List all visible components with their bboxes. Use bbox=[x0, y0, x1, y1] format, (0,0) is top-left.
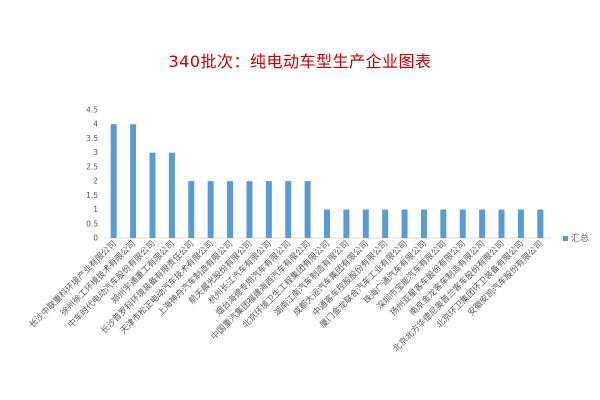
legend-swatch bbox=[563, 236, 568, 241]
y-tick-label: 1 bbox=[93, 205, 98, 214]
y-tick-label: 2 bbox=[93, 177, 98, 186]
bar bbox=[324, 210, 330, 238]
bar bbox=[440, 210, 446, 238]
bar bbox=[460, 210, 466, 238]
bar bbox=[149, 153, 155, 238]
bar bbox=[169, 153, 175, 238]
bar bbox=[479, 210, 485, 238]
bar bbox=[266, 181, 272, 238]
bar bbox=[227, 181, 233, 238]
y-tick-label: 3 bbox=[93, 148, 98, 157]
legend-label: 汇总 bbox=[571, 232, 589, 244]
y-tick-label: 1.5 bbox=[86, 191, 98, 200]
bar bbox=[499, 210, 505, 238]
y-tick-label: 4 bbox=[93, 120, 98, 129]
bar bbox=[130, 124, 136, 238]
bar bbox=[305, 181, 311, 238]
y-tick-label: 4.5 bbox=[86, 106, 98, 115]
y-tick-label: 2.5 bbox=[86, 162, 98, 171]
bar bbox=[285, 181, 291, 238]
bar bbox=[382, 210, 388, 238]
bar bbox=[188, 181, 194, 238]
bar bbox=[518, 210, 524, 238]
bar bbox=[246, 181, 252, 238]
bar bbox=[363, 210, 369, 238]
y-tick-label: 3.5 bbox=[86, 134, 98, 143]
y-tick-label: 0 bbox=[93, 234, 98, 243]
bar bbox=[111, 124, 117, 238]
bar bbox=[343, 210, 349, 238]
bar bbox=[537, 210, 543, 238]
y-tick-label: 0.5 bbox=[86, 219, 98, 228]
bar bbox=[208, 181, 214, 238]
bar bbox=[402, 210, 408, 238]
bar bbox=[421, 210, 427, 238]
